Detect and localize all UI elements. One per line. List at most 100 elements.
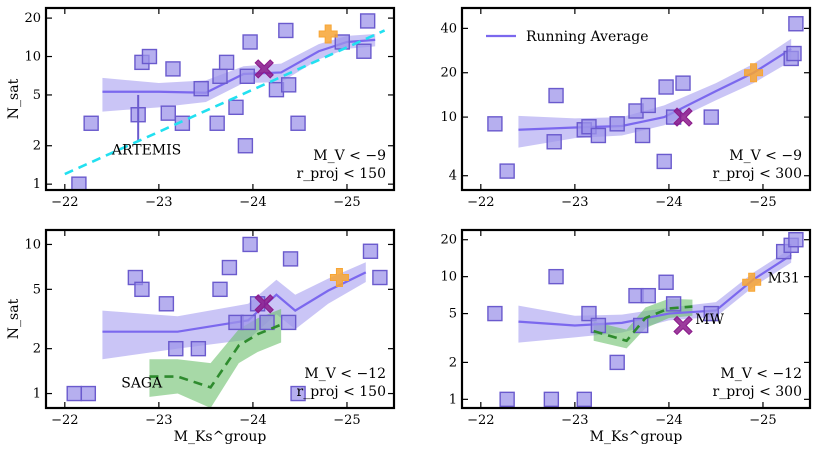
y-tick-label: 20 <box>24 11 41 26</box>
data-point <box>788 232 804 248</box>
mw-marker <box>254 59 274 79</box>
y-tick-label: 10 <box>440 110 457 125</box>
annotation-line: M_V < −9 <box>729 148 802 164</box>
y-tick-label: 10 <box>24 50 41 65</box>
y-tick-label: 5 <box>33 282 41 297</box>
y-axis-title: N_sat <box>6 298 22 339</box>
m31-marker <box>329 268 349 288</box>
data-point <box>209 115 225 131</box>
data-point <box>141 48 158 65</box>
data-point <box>640 287 656 304</box>
data-point <box>280 77 297 93</box>
y-tick-label: 2 <box>449 355 457 370</box>
m31-marker <box>744 63 764 83</box>
x-tick-label: −23 <box>561 413 588 428</box>
x-tick-label: −24 <box>655 195 682 210</box>
plot-area <box>66 236 388 408</box>
data-point <box>168 340 184 357</box>
x-tick-label: −22 <box>51 195 78 210</box>
data-point <box>487 305 503 322</box>
data-point <box>165 61 181 77</box>
x-axis-title: M_Ks^group <box>590 429 683 445</box>
label-artemis: ARTEMIS <box>111 143 181 159</box>
y-tick-label: 20 <box>440 66 457 81</box>
data-point <box>548 268 564 285</box>
data-point <box>590 317 607 334</box>
data-point <box>546 134 562 150</box>
data-point <box>634 127 651 144</box>
label-m31: M31 <box>768 270 800 286</box>
data-point <box>356 43 372 59</box>
x-tick-label: −23 <box>145 413 172 428</box>
m31-marker <box>318 24 338 44</box>
annotation-line: r_proj < 150 <box>297 384 386 400</box>
annotation-line: r_proj < 150 <box>297 166 386 182</box>
data-point <box>581 305 597 322</box>
data-point <box>640 97 656 114</box>
panel-top-right: −22 −23 −24 −25 4 10 20 40 M_V < −9 r_proj < 300 R… <box>440 6 812 210</box>
data-point <box>609 116 625 132</box>
data-point <box>499 163 515 179</box>
data-point <box>280 314 297 331</box>
y-tick-label: 5 <box>33 88 41 103</box>
y-tick-label: 1 <box>33 177 41 192</box>
mw-marker <box>673 315 693 336</box>
panel-bottom-left: −22 −23 −24 −25 1 2 5 10 N_sat M_Ks^group M_V < −1… <box>6 228 396 445</box>
plot-area <box>487 16 804 179</box>
data-point <box>487 116 503 132</box>
y-tick-label: 20 <box>440 233 457 248</box>
artemis-line <box>64 29 386 176</box>
axes-frame <box>460 228 812 410</box>
y-axis-title: N_sat <box>6 78 22 119</box>
saga-band <box>149 308 282 408</box>
data-point <box>83 115 99 131</box>
x-tick-label: −25 <box>333 195 360 210</box>
y-tick-label: 1 <box>449 392 457 407</box>
plot-area <box>487 232 804 408</box>
data-point <box>134 281 150 298</box>
saga-line <box>593 305 693 343</box>
data-point <box>576 391 592 408</box>
data-point <box>658 79 674 95</box>
x-tick-label: −24 <box>239 195 266 210</box>
data-point <box>372 269 388 286</box>
y-tick-label: 2 <box>33 342 41 357</box>
mw-marker <box>254 294 274 314</box>
panel-top-left: −22 −23 −24 −25 1 2 5 10 20 N_sat M_V < −9 r_proj <… <box>6 6 396 210</box>
data-point <box>703 109 719 125</box>
data-point <box>609 354 625 371</box>
annotation-line: r_proj < 300 <box>713 166 802 182</box>
data-point <box>658 274 674 290</box>
data-point <box>590 127 607 144</box>
label-mw: MW <box>695 312 724 328</box>
data-point <box>278 22 294 39</box>
axes-frame <box>460 6 812 192</box>
x-tick-label: −25 <box>749 413 776 428</box>
mw-marker <box>673 107 693 127</box>
axes-frame <box>44 228 396 410</box>
data-point <box>158 296 175 312</box>
data-point <box>242 236 258 253</box>
annotation-line: r_proj < 300 <box>713 384 802 400</box>
data-point <box>788 16 804 32</box>
data-point <box>190 340 207 357</box>
y-tick-label: 40 <box>440 21 457 36</box>
data-point <box>359 13 376 29</box>
running-average-band <box>102 262 366 360</box>
x-tick-label: −24 <box>655 413 682 428</box>
data-point <box>259 314 275 331</box>
running-average-line <box>102 271 367 333</box>
data-point <box>66 385 82 402</box>
annotation-line: M_V < −12 <box>304 366 386 382</box>
y-tick-label: 5 <box>449 307 457 322</box>
data-point <box>212 281 228 298</box>
data-point <box>282 251 299 267</box>
data-point <box>543 391 560 408</box>
y-tick-label: 4 <box>449 169 457 184</box>
x-tick-label: −23 <box>561 195 588 210</box>
label-saga: SAGA <box>121 375 163 391</box>
x-tick-label: −22 <box>467 195 494 210</box>
x-tick-label: −25 <box>333 413 360 428</box>
data-point <box>290 115 306 131</box>
